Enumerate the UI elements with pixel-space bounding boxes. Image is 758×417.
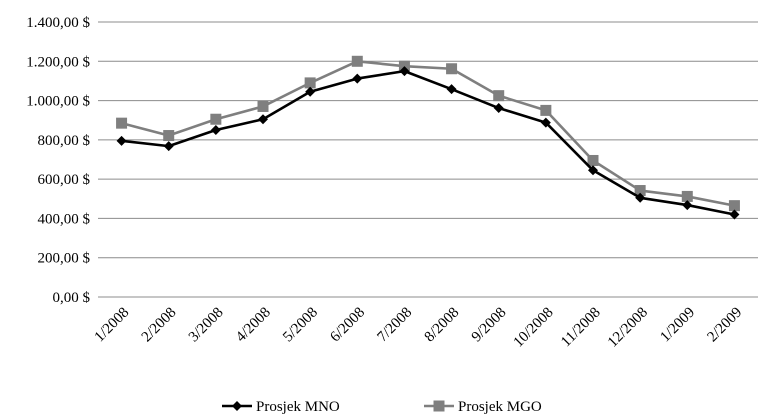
y-tick-label: 800,00 $ bbox=[38, 133, 91, 149]
y-tick-label: 600,00 $ bbox=[38, 172, 91, 188]
y-axis-tick-labels: 0,00 $ 200,00 $ 400,00 $ 600,00 $ 800,00 $ 1.… bbox=[26, 15, 90, 306]
series-line bbox=[121, 69, 735, 216]
x-tick-label: 3/2008 bbox=[186, 305, 227, 346]
data-point bbox=[493, 103, 504, 114]
legend-label: Prosjek MGO bbox=[458, 399, 542, 415]
data-point bbox=[305, 86, 316, 97]
series-line bbox=[121, 59, 735, 207]
data-point bbox=[116, 117, 128, 129]
data-point bbox=[163, 130, 175, 142]
x-tick-label: 10/2008 bbox=[511, 305, 557, 351]
legend-label: Prosjek MNO bbox=[256, 399, 340, 415]
x-axis-tick-labels: 1/2008 2/2008 3/2008 4/2008 5/2008 6/2008 7/20… bbox=[92, 305, 746, 351]
x-tick-label: 5/2008 bbox=[280, 305, 321, 346]
data-point bbox=[351, 55, 363, 67]
x-tick-label: 2/2008 bbox=[139, 305, 180, 346]
data-point bbox=[304, 77, 316, 89]
x-tick-label: 2/2009 bbox=[704, 305, 745, 346]
data-point bbox=[399, 66, 410, 77]
y-tick-label: 1.400,00 $ bbox=[26, 15, 90, 31]
data-point bbox=[116, 135, 127, 146]
data-point bbox=[210, 113, 222, 125]
data-point bbox=[728, 200, 740, 212]
data-point bbox=[682, 200, 693, 211]
data-point bbox=[493, 90, 505, 102]
data-point bbox=[635, 192, 646, 203]
x-tick-label: 9/2008 bbox=[469, 305, 510, 346]
x-tick-label: 12/2008 bbox=[605, 305, 651, 351]
y-tick-label: 1.000,00 $ bbox=[26, 94, 90, 110]
data-point bbox=[352, 73, 363, 84]
gridlines bbox=[98, 21, 758, 298]
data-point bbox=[540, 104, 552, 116]
x-tick-label: 6/2008 bbox=[327, 305, 368, 346]
diamond-marker-icon bbox=[232, 401, 242, 411]
data-point bbox=[163, 141, 174, 152]
legend: Prosjek MNO Prosjek MGO bbox=[222, 399, 542, 415]
y-tick-label: 200,00 $ bbox=[38, 251, 91, 267]
data-point bbox=[588, 165, 598, 176]
x-tick-label: 7/2008 bbox=[374, 305, 415, 346]
legend-item: Prosjek MNO bbox=[222, 399, 340, 415]
x-tick-label: 1/2008 bbox=[92, 305, 133, 346]
x-tick-label: 8/2008 bbox=[422, 305, 463, 346]
series-prosjek-mno bbox=[116, 66, 740, 220]
x-tick-label: 1/2009 bbox=[657, 305, 698, 346]
x-tick-label: 4/2008 bbox=[233, 305, 274, 346]
series-lines bbox=[116, 55, 740, 220]
y-tick-label: 1.200,00 $ bbox=[26, 54, 90, 70]
data-point bbox=[634, 185, 646, 197]
data-point bbox=[258, 114, 268, 125]
x-tick-label: 11/2008 bbox=[558, 305, 604, 351]
data-point bbox=[587, 154, 599, 166]
legend-item: Prosjek MGO bbox=[424, 399, 542, 415]
data-point bbox=[257, 100, 269, 112]
square-marker-icon bbox=[433, 400, 445, 412]
data-point bbox=[729, 209, 740, 220]
data-point bbox=[540, 117, 551, 128]
y-tick-label: 400,00 $ bbox=[38, 211, 91, 227]
y-tick-label: 0,00 $ bbox=[53, 290, 91, 306]
data-point bbox=[210, 125, 221, 136]
data-point bbox=[446, 63, 458, 75]
data-point bbox=[446, 84, 457, 95]
data-point bbox=[681, 190, 693, 202]
